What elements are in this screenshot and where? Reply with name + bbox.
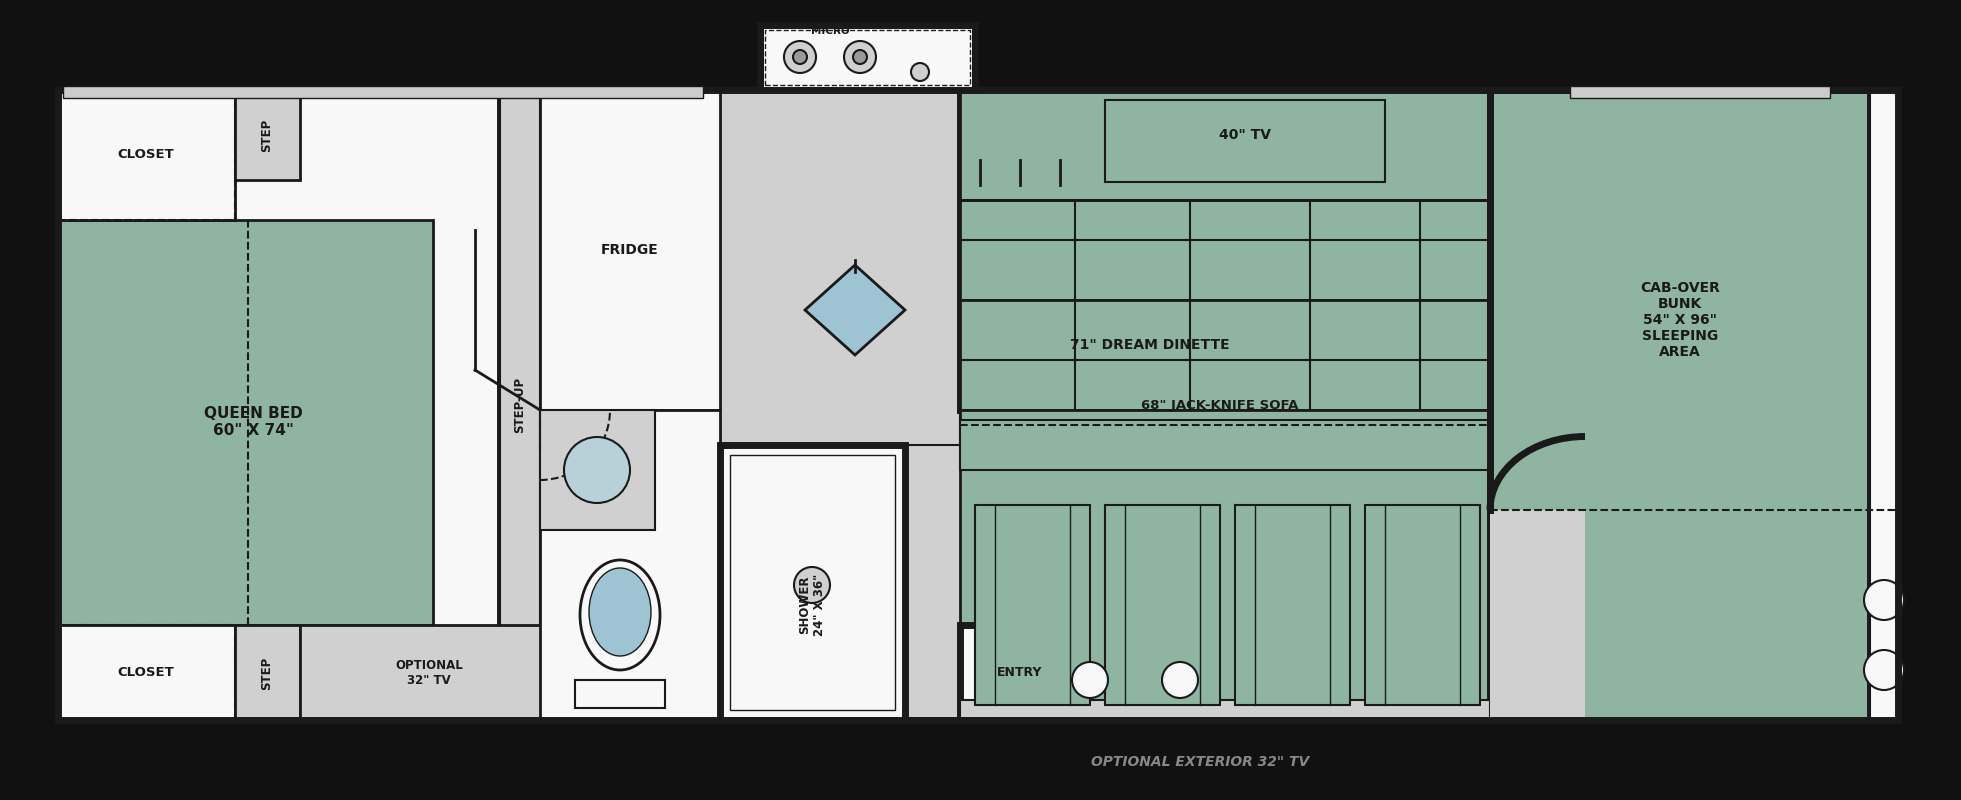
Bar	[59, 90, 235, 220]
Bar	[539, 410, 655, 530]
Text: OPTIONAL EXTERIOR 32" TV: OPTIONAL EXTERIOR 32" TV	[1090, 755, 1310, 769]
Bar	[1235, 505, 1349, 705]
Bar	[1365, 505, 1481, 705]
Ellipse shape	[580, 560, 661, 670]
Bar	[575, 680, 665, 708]
Bar	[1104, 100, 1384, 182]
Text: 68" JACK-KNIFE SOFA: 68" JACK-KNIFE SOFA	[1141, 398, 1298, 411]
Bar	[720, 445, 904, 720]
Circle shape	[1163, 662, 1198, 698]
Bar	[1490, 90, 1871, 720]
Bar	[1571, 86, 1830, 98]
Text: CLOSET: CLOSET	[118, 666, 175, 679]
Bar	[1104, 505, 1220, 705]
Text: CAB-OVER
BUNK
54" X 96"
SLEEPING
AREA: CAB-OVER BUNK 54" X 96" SLEEPING AREA	[1639, 281, 1720, 359]
Ellipse shape	[588, 568, 651, 656]
Text: SHOWER
24" X 36": SHOWER 24" X 36"	[798, 574, 826, 636]
Circle shape	[1865, 650, 1904, 690]
Bar	[1490, 510, 1584, 720]
Bar	[59, 220, 433, 625]
Bar	[235, 625, 300, 720]
Bar	[63, 86, 702, 98]
Bar	[729, 455, 894, 710]
Bar	[961, 410, 1490, 720]
Text: CLOSET: CLOSET	[118, 149, 175, 162]
Circle shape	[853, 50, 867, 64]
Bar	[975, 505, 1090, 705]
Bar	[720, 90, 961, 445]
Circle shape	[912, 63, 930, 81]
Bar	[235, 90, 300, 180]
Text: 71" DREAM DINETTE: 71" DREAM DINETTE	[1071, 338, 1230, 352]
Bar	[961, 700, 1490, 720]
Bar	[961, 625, 1081, 720]
Circle shape	[784, 41, 816, 73]
Bar	[1871, 90, 1898, 720]
Bar	[539, 90, 720, 410]
Bar	[539, 410, 720, 720]
Text: STEP-UP: STEP-UP	[514, 377, 526, 433]
Circle shape	[1073, 662, 1108, 698]
Bar	[961, 200, 1490, 300]
Text: STEP: STEP	[261, 118, 273, 152]
Bar	[59, 625, 235, 720]
Text: FRIDGE: FRIDGE	[602, 243, 659, 257]
Text: OPTIONAL
32" TV: OPTIONAL 32" TV	[394, 659, 463, 687]
Bar	[500, 90, 539, 720]
Bar	[961, 300, 1490, 410]
Bar	[761, 25, 975, 90]
Circle shape	[843, 41, 877, 73]
Text: 40" TV: 40" TV	[1220, 128, 1271, 142]
Text: MICRO: MICRO	[810, 26, 849, 36]
Circle shape	[794, 567, 830, 603]
Text: ENTRY: ENTRY	[998, 666, 1043, 679]
Bar	[765, 30, 971, 85]
Polygon shape	[806, 265, 904, 355]
Bar	[59, 90, 1898, 720]
Bar	[300, 625, 559, 720]
Text: STEP: STEP	[261, 656, 273, 690]
Text: QUEEN BED
60" X 74": QUEEN BED 60" X 74"	[204, 406, 302, 438]
Circle shape	[792, 50, 808, 64]
Circle shape	[1865, 580, 1904, 620]
Bar	[961, 90, 1490, 200]
Bar	[59, 90, 500, 720]
Bar	[961, 420, 1490, 470]
Circle shape	[565, 437, 629, 503]
Bar	[59, 90, 1898, 720]
Bar	[961, 90, 1490, 410]
